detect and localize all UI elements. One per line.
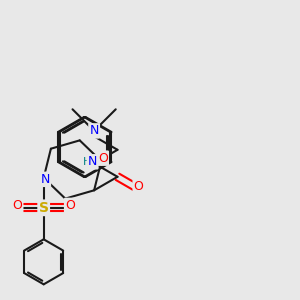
Text: H: H xyxy=(83,157,92,167)
Text: N: N xyxy=(88,155,97,168)
Text: N: N xyxy=(89,124,99,137)
Text: N: N xyxy=(40,173,50,186)
Text: O: O xyxy=(98,152,108,165)
Text: O: O xyxy=(12,199,22,212)
Text: O: O xyxy=(65,199,75,212)
Text: S: S xyxy=(39,201,49,215)
Text: O: O xyxy=(134,180,144,194)
